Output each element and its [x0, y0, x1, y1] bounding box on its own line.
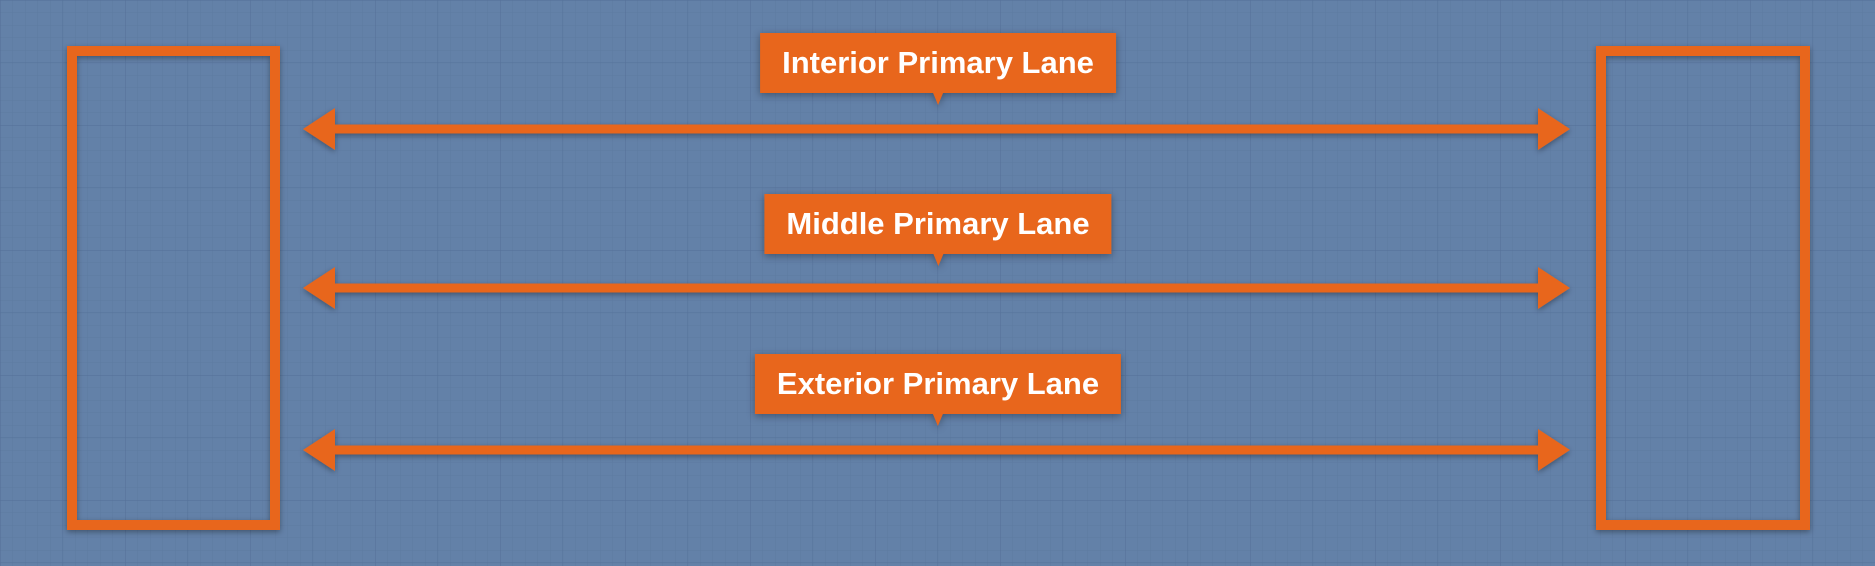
right-box — [1596, 46, 1810, 530]
interior-lane-arrow — [303, 108, 1570, 150]
left-box — [67, 46, 280, 530]
middle-lane-label: Middle Primary Lane — [764, 194, 1112, 266]
exterior-lane-arrow — [303, 429, 1570, 471]
interior-lane-label: Interior Primary Lane — [760, 33, 1116, 105]
middle-lane-arrow — [303, 267, 1570, 309]
exterior-lane-label: Exterior Primary Lane — [754, 354, 1122, 426]
